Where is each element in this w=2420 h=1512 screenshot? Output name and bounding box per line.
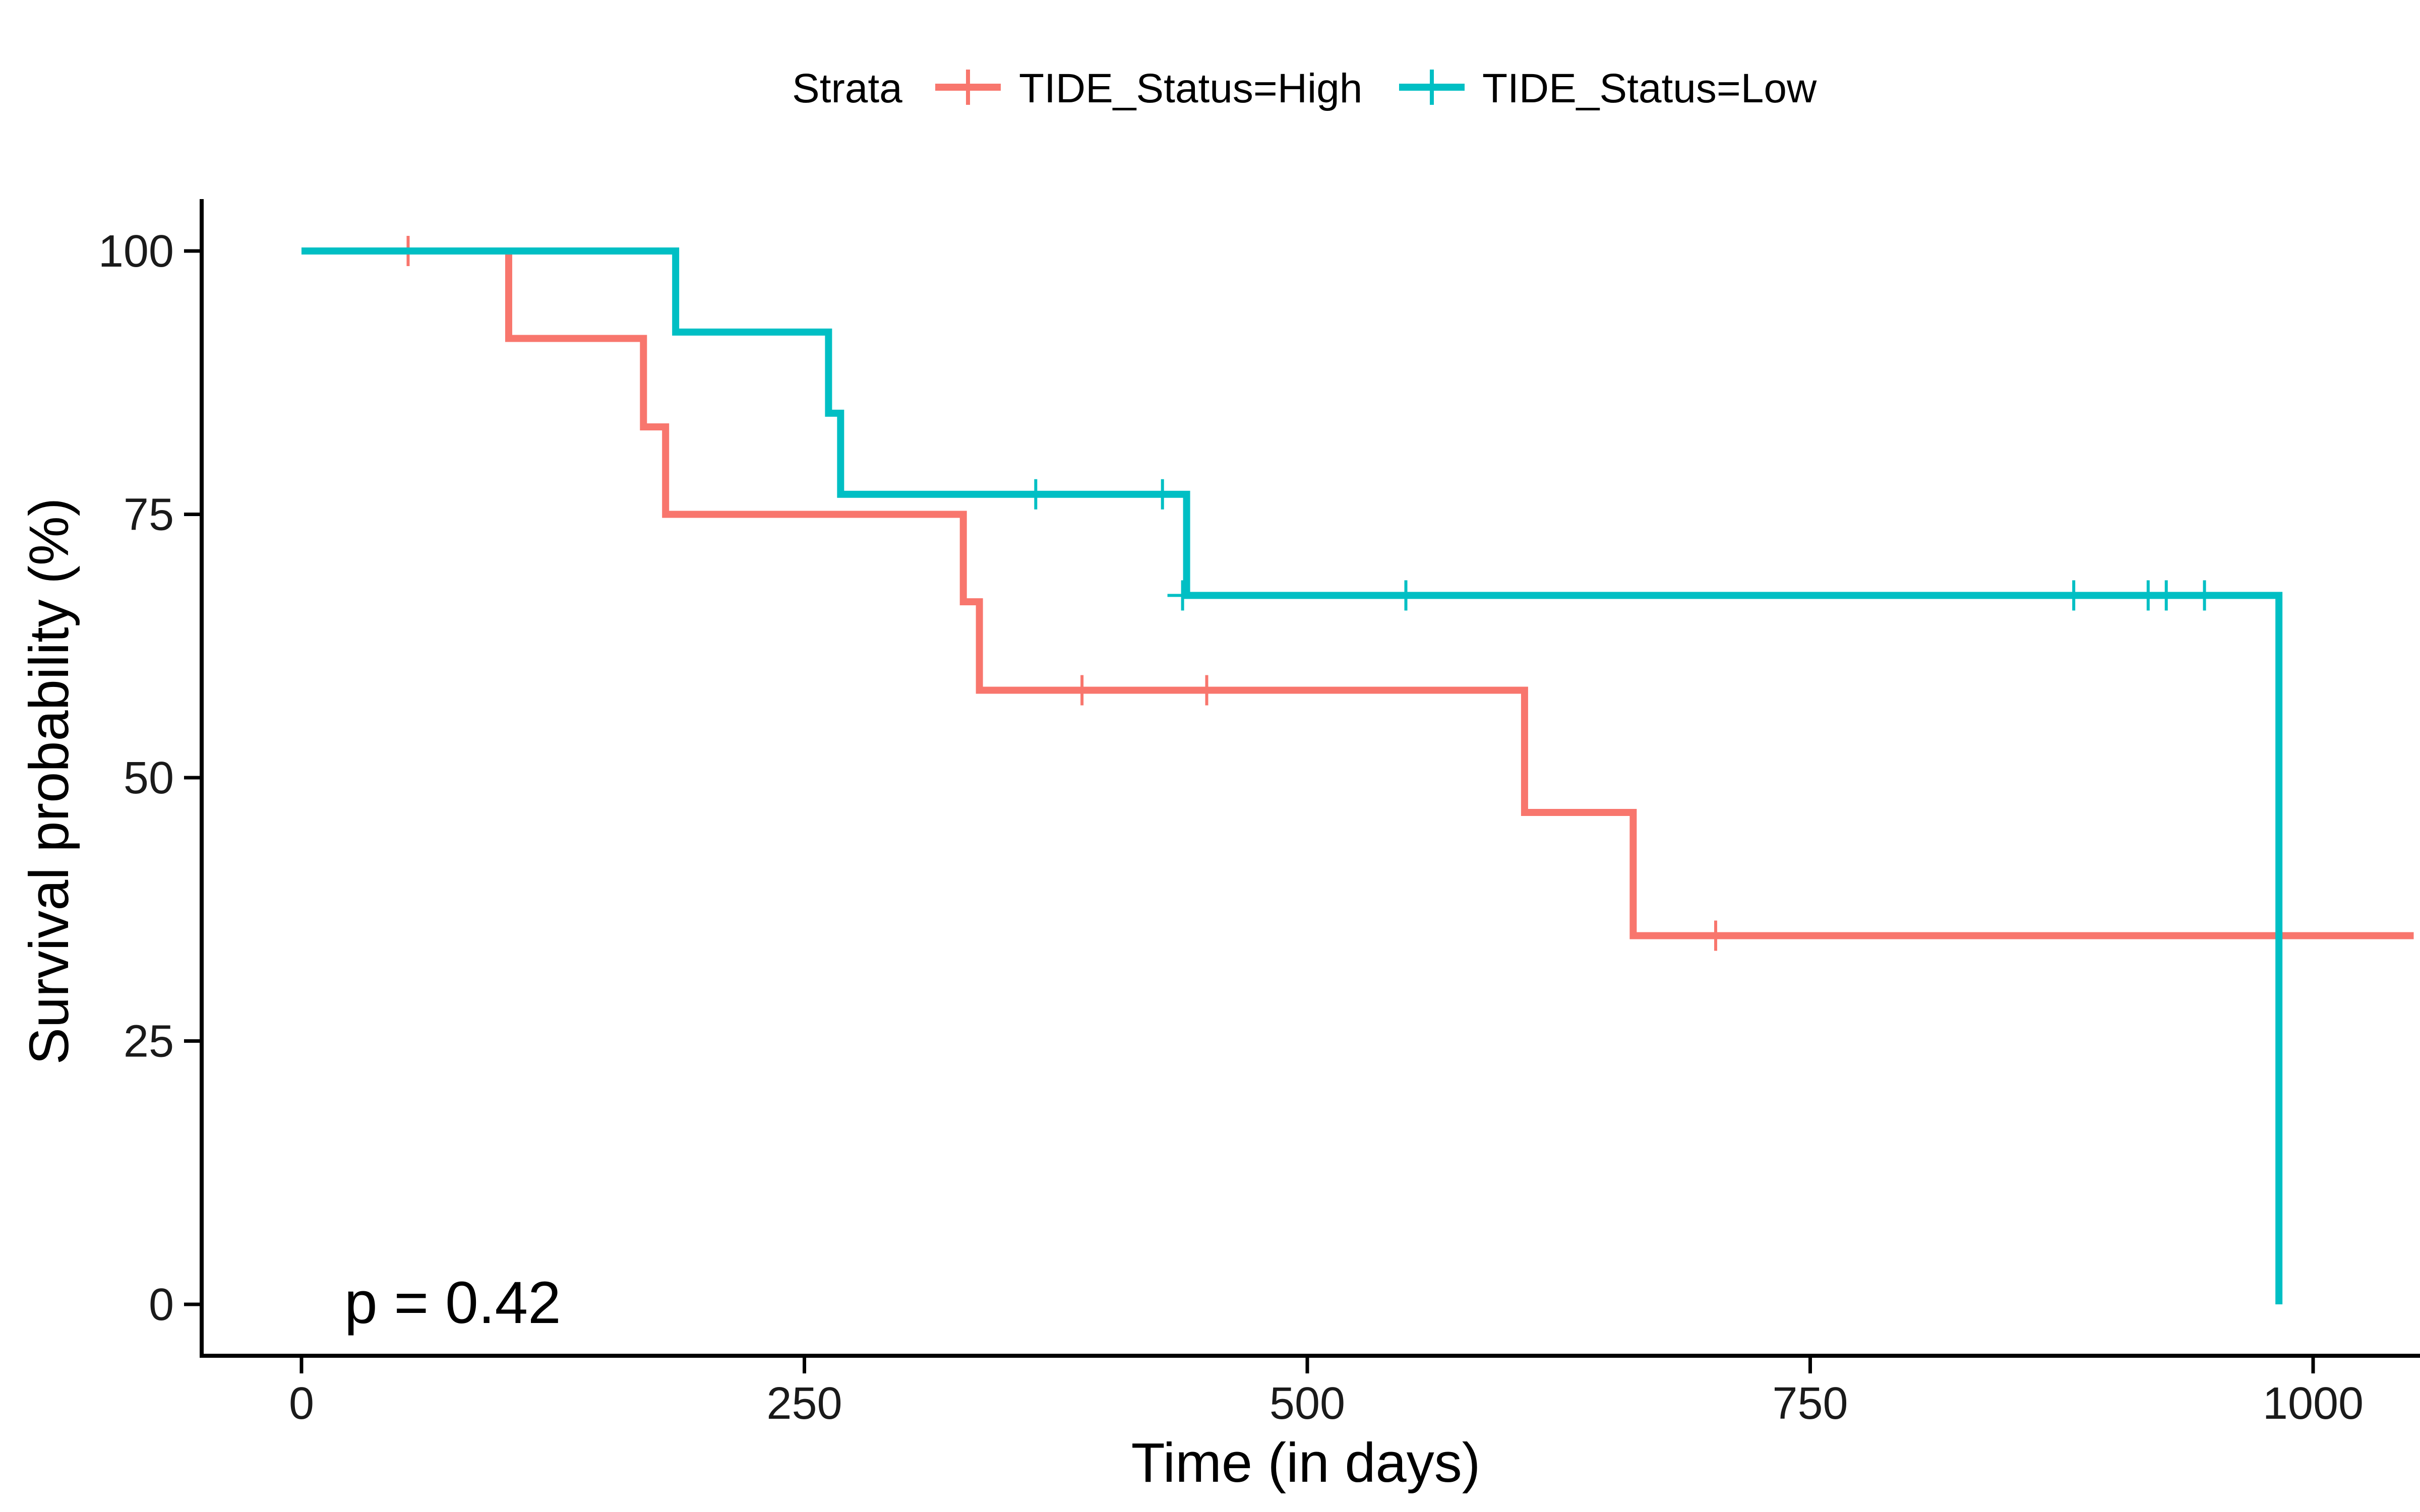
y-ticks: 0 25 50 75 100: [98, 226, 202, 1330]
p-value-annotation: p = 0.42: [344, 1270, 561, 1336]
y-tick-label: 75: [124, 490, 174, 540]
x-tick-label: 750: [1772, 1378, 1848, 1429]
censor-mark: [1147, 479, 1178, 510]
y-tick-label: 100: [98, 226, 174, 277]
x-tick-label: 250: [766, 1378, 842, 1429]
y-tick-label: 0: [149, 1280, 174, 1330]
censor-mark: [1020, 479, 1051, 510]
y-axis-title: Survival probability (%): [18, 498, 80, 1065]
legend-label-high: TIDE_Status=High: [1019, 66, 1362, 111]
censor-mark: [2059, 580, 2089, 611]
x-tick-label: 500: [1269, 1378, 1345, 1429]
series-line-low: [301, 247, 2283, 1304]
x-tick-label: 0: [289, 1378, 314, 1429]
censor-mark: [1167, 580, 1198, 611]
legend: Strata TIDE_Status=High TIDE_Status=Low: [792, 66, 1817, 111]
x-tick-label: 1000: [2263, 1378, 2364, 1429]
legend-key-high: [935, 70, 1001, 105]
censor-mark: [1067, 675, 1098, 706]
legend-title: Strata: [792, 66, 902, 111]
censor-mark: [2189, 580, 2220, 611]
y-tick-label: 25: [124, 1017, 174, 1067]
x-ticks: 0 250 500 750 1000: [289, 1356, 2364, 1429]
censor-mark: [1700, 920, 1731, 951]
censor-mark: [1390, 580, 1421, 611]
series-layer: [301, 236, 2414, 1304]
censor-mark: [1191, 675, 1222, 706]
legend-label-low: TIDE_Status=Low: [1482, 66, 1817, 111]
x-axis-title: Time (in days): [1131, 1432, 1481, 1494]
legend-key-low: [1399, 70, 1465, 105]
y-tick-label: 50: [124, 753, 174, 803]
censor-mark: [2151, 580, 2182, 611]
series-line-high: [301, 247, 2414, 939]
